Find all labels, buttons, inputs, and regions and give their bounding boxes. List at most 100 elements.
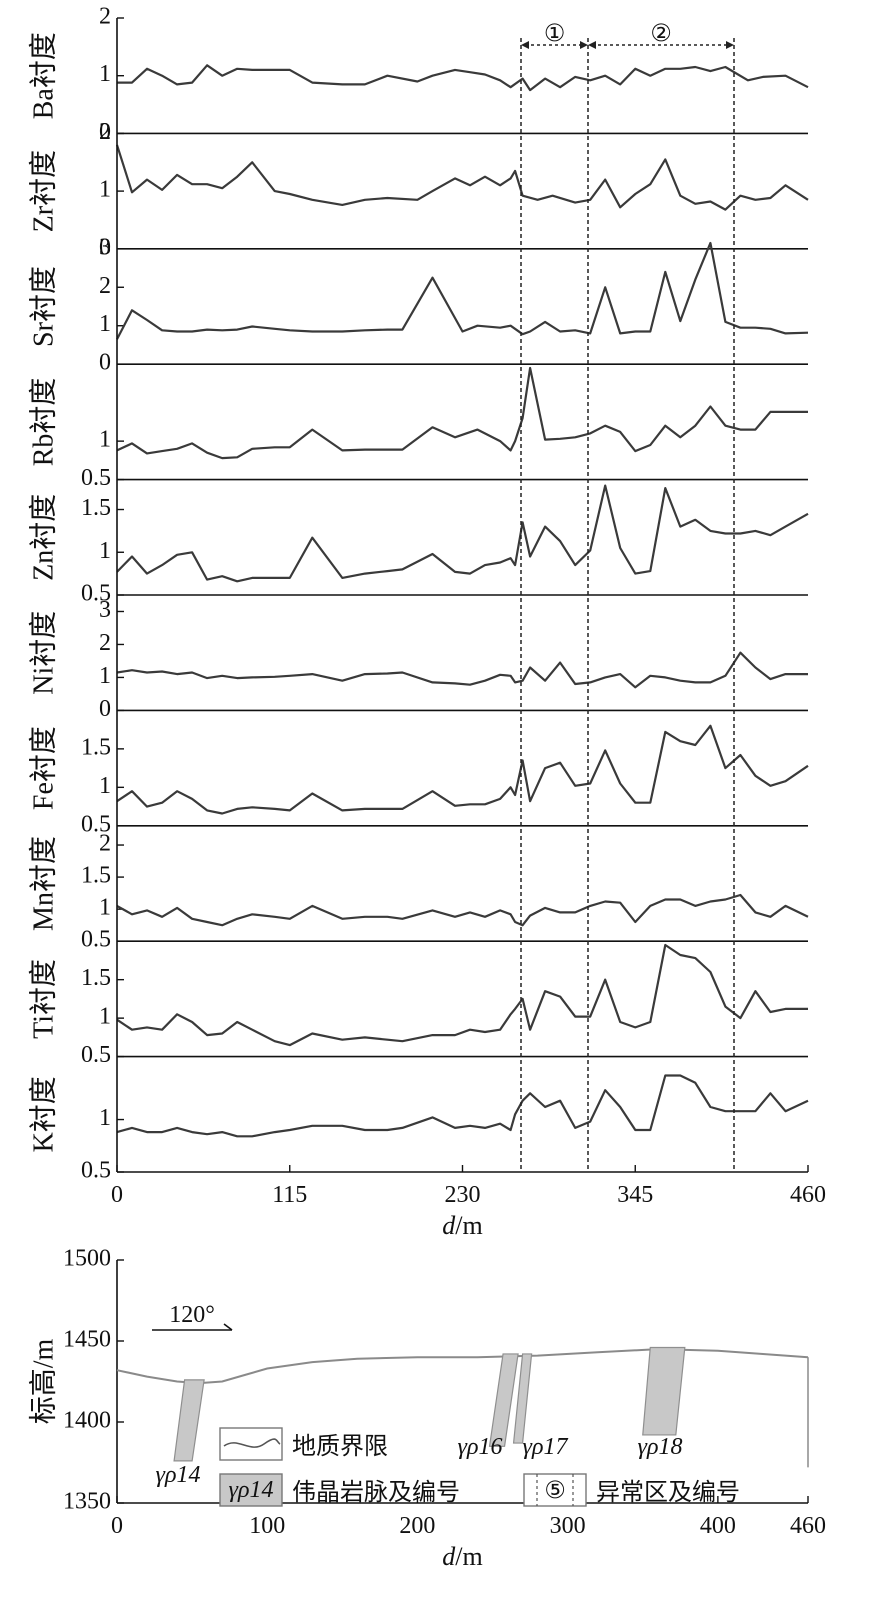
x-tick-label: 300 xyxy=(550,1513,586,1539)
y-axis-label: Zr衬度 xyxy=(27,150,59,232)
y-tick-label: 0.5 xyxy=(81,927,111,953)
direction-arrow-icon xyxy=(223,1323,233,1331)
series-line xyxy=(116,1074,809,1138)
y-axis-label: K衬度 xyxy=(27,1076,59,1152)
y-tick-label: 0.5 xyxy=(81,581,111,607)
x-tick-label: 0 xyxy=(111,1182,123,1208)
x-tick-label: 0 xyxy=(111,1513,123,1539)
dike-label: γρ18 xyxy=(638,1434,683,1460)
series-line xyxy=(117,64,809,92)
y-axis-label: Fe衬度 xyxy=(27,726,59,810)
x-tick-label: 100 xyxy=(249,1513,285,1539)
y-tick-label: 2 xyxy=(99,119,111,145)
legend-boundary-icon xyxy=(223,1438,281,1448)
panel-4: 0.5 1 Rb衬度 xyxy=(27,366,808,491)
pegmatite-dike-1 xyxy=(173,1379,205,1462)
dike-label: γρ17 xyxy=(523,1434,569,1460)
y-tick-label: 1350 xyxy=(63,1489,111,1515)
pegmatite-dike-4 xyxy=(642,1346,686,1436)
y-axis-label: Rb衬度 xyxy=(27,378,59,467)
y-tick-label: 0.5 xyxy=(81,1042,111,1068)
panel-3: 0 1 2 3 Sr衬度 xyxy=(27,234,809,376)
x-tick-label: 460 xyxy=(790,1182,826,1208)
series-line xyxy=(115,144,809,211)
geologic-section-chart: 1350 1400 1450 1500 0 100 200 300 400 460 d/m 标高/m γ… xyxy=(27,1246,826,1572)
y-tick-label: 2 xyxy=(99,273,111,299)
dike-label: γρ14 xyxy=(156,1462,201,1488)
series-line xyxy=(116,484,809,583)
y-tick-label: 0 xyxy=(99,119,111,145)
y-tick-label: 1.5 xyxy=(81,495,111,521)
y-tick-label: 1 xyxy=(99,177,111,203)
panel-7: 0.5 1 1.5 Fe衬度 xyxy=(27,724,809,837)
series-line xyxy=(116,241,809,340)
y-tick-label: 0.5 xyxy=(81,1158,111,1184)
series-line xyxy=(116,893,809,927)
y-tick-label: 1 xyxy=(99,1004,111,1030)
y-tick-label: 1500 xyxy=(63,1246,111,1272)
legend-text-dike: 伟晶岩脉及编号 xyxy=(292,1478,460,1506)
legend-text-zone: 异常区及编号 xyxy=(596,1478,740,1506)
contrast-profile-chart: 0 1 2 Ba衬度 0 1 2 Zr衬度 0 1 2 3 Sr衬度 0.5 1 Rb衬度 0.5 1 1.5 Zn衬… xyxy=(27,4,826,1241)
y-tick-label: 1 xyxy=(99,773,111,799)
x-axis-label: d/m xyxy=(442,1211,482,1240)
y-tick-label: 0 xyxy=(99,350,111,376)
y-tick-label: 1 xyxy=(99,427,111,453)
direction-indicator: 120° xyxy=(152,1302,233,1331)
series-line xyxy=(116,366,808,460)
legend: 地质界限 γρ14 伟晶岩脉及编号 ⑤ 异常区及编号 xyxy=(219,1427,740,1507)
panel-10: 0.5 1 K衬度 xyxy=(27,1074,809,1184)
y-tick-label: 1.5 xyxy=(81,965,111,991)
x-tick-label: 230 xyxy=(445,1182,481,1208)
y-tick-label: 2 xyxy=(99,4,111,30)
x-tick-label: 400 xyxy=(700,1513,736,1539)
series-line xyxy=(116,943,808,1047)
y-tick-label: 1 xyxy=(99,538,111,564)
y-axis-label: Ni衬度 xyxy=(27,611,59,695)
y-tick-label: 1 xyxy=(99,311,111,337)
zone-arrow-left-icon xyxy=(521,41,529,49)
y-tick-label: 1 xyxy=(99,663,111,689)
y-tick-label: 1 xyxy=(99,1105,111,1131)
y-axis-label: Ba衬度 xyxy=(27,32,59,119)
y-tick-label: 1450 xyxy=(63,1327,111,1353)
y-axis-label: Zn衬度 xyxy=(27,494,59,581)
y-tick-label: 0.5 xyxy=(81,465,111,491)
y-tick-label: 1 xyxy=(99,895,111,921)
legend-zone-box xyxy=(523,1473,587,1507)
y-tick-label: 0.5 xyxy=(81,811,111,837)
terrain-surface-line xyxy=(116,1348,809,1385)
legend-dike-box xyxy=(219,1473,283,1507)
y-tick-label: 0 xyxy=(99,234,111,260)
y-tick-label: 1 xyxy=(99,61,111,87)
series-line xyxy=(116,724,809,815)
legend-text-boundary: 地质界限 xyxy=(292,1432,388,1460)
y-axis-label: 标高/m xyxy=(27,1339,59,1425)
y-tick-label: 1.5 xyxy=(81,863,111,889)
direction-label: 120° xyxy=(169,1302,215,1328)
series-line xyxy=(116,651,808,689)
legend-dike-symbol: γρ14 xyxy=(229,1477,274,1503)
y-tick-label: 1400 xyxy=(63,1408,111,1434)
y-axis-label: Ti衬度 xyxy=(27,959,59,1039)
y-axis-label: Sr衬度 xyxy=(27,266,59,347)
panel-8: 0.5 1 1.5 2 Mn衬度 xyxy=(27,831,809,953)
zone-label: ② xyxy=(650,19,672,47)
y-tick-label: 2 xyxy=(99,831,111,857)
dike-label: γρ16 xyxy=(458,1434,503,1460)
pegmatite-dike-2 xyxy=(488,1353,519,1447)
x-axis-label-unit: /m xyxy=(455,1211,482,1240)
x-axis-label-var: d xyxy=(442,1211,456,1240)
legend-zone-symbol: ⑤ xyxy=(544,1476,566,1504)
zone-arrow-left-icon xyxy=(588,41,596,49)
x-tick-label: 115 xyxy=(272,1182,307,1208)
zone-arrow-right-icon xyxy=(580,41,588,49)
zone-label: ① xyxy=(544,19,566,47)
x-tick-label: 345 xyxy=(617,1182,653,1208)
panel-1: 0 1 2 Ba衬度 xyxy=(27,4,809,145)
y-axis-label: Mn衬度 xyxy=(27,836,59,931)
y-tick-label: 3 xyxy=(99,597,111,623)
x-axis-label-unit: /m xyxy=(455,1542,482,1571)
